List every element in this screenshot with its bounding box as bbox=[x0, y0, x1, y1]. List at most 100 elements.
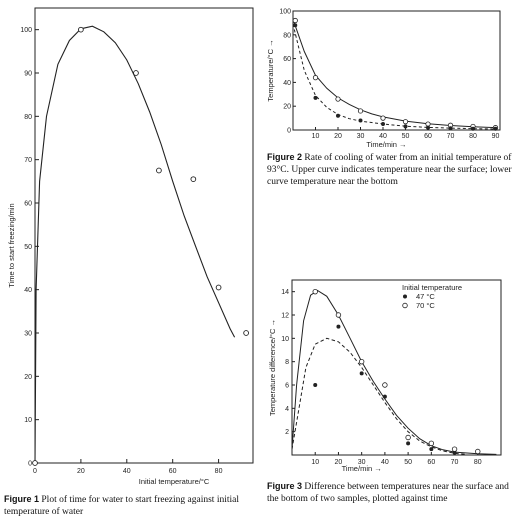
x-tick-label: 40 bbox=[123, 468, 131, 475]
bottom-data-point bbox=[358, 118, 363, 123]
series-70-point bbox=[358, 358, 365, 365]
legend-title: Initial temperature bbox=[402, 283, 462, 292]
x-tick-label: 80 bbox=[469, 133, 477, 140]
y-tick-label: 90 bbox=[24, 71, 32, 78]
y-tick-label: 20 bbox=[24, 374, 32, 381]
series-70-point bbox=[405, 434, 411, 441]
x-tick-label: 60 bbox=[169, 468, 177, 475]
figure-1-caption: Figure 1 Plot of time for water to start… bbox=[4, 493, 264, 518]
x-tick-label: 70 bbox=[447, 133, 455, 140]
bottom-data-point bbox=[293, 23, 298, 28]
y-axis-label: Time to start freezing/min bbox=[7, 203, 16, 287]
y-tick-label: 100 bbox=[279, 9, 291, 16]
series-70-point bbox=[451, 446, 458, 452]
bottom-data-point bbox=[493, 126, 498, 131]
y-tick-label: 0 bbox=[28, 461, 32, 468]
x-tick-label: 50 bbox=[404, 459, 412, 466]
y-tick-label: 60 bbox=[283, 56, 291, 63]
x-tick-label: 80 bbox=[474, 459, 482, 466]
bottom-data-point bbox=[425, 125, 430, 130]
series-70-curve bbox=[291, 289, 497, 455]
figure-2-caption-label: Figure 2 bbox=[267, 152, 303, 162]
data-point bbox=[190, 176, 197, 183]
x-tick-label: 40 bbox=[379, 133, 387, 140]
bottom-data-point bbox=[448, 126, 453, 131]
bottom-curve bbox=[292, 23, 496, 130]
bottom-data-point bbox=[403, 124, 408, 129]
y-tick-label: 0 bbox=[287, 128, 291, 135]
figure-3-caption-label: Figure 3 bbox=[267, 481, 303, 491]
bottom-data-point bbox=[380, 122, 385, 127]
x-axis-label: Initial temperature/°C bbox=[139, 477, 210, 486]
x-tick-label: 60 bbox=[424, 133, 432, 140]
series-47-point bbox=[406, 441, 411, 446]
surface-curve bbox=[292, 19, 496, 129]
data-point bbox=[32, 460, 38, 466]
x-tick-label: 20 bbox=[77, 468, 85, 475]
figure-1-caption-label: Figure 1 bbox=[4, 494, 40, 504]
x-tick-label: 60 bbox=[427, 459, 435, 466]
y-tick-label: 80 bbox=[24, 114, 32, 121]
y-axis-label: Temperature/°C → bbox=[266, 39, 275, 101]
data-point bbox=[156, 167, 162, 174]
series-70-point bbox=[475, 448, 481, 455]
surface-data-point bbox=[335, 96, 341, 102]
y-tick-label: 12 bbox=[281, 313, 289, 320]
legend-label: 70 °C bbox=[416, 301, 435, 310]
surface-data-point bbox=[425, 121, 431, 127]
legend-marker bbox=[402, 302, 408, 309]
figure-2-caption-text: Rate of cooling of water from an initial… bbox=[267, 153, 512, 187]
y-tick-label: 70 bbox=[24, 157, 32, 164]
series-47-point bbox=[313, 382, 318, 387]
y-axis-label: Temperature difference/°C → bbox=[268, 319, 277, 416]
y-tick-label: 8 bbox=[285, 359, 289, 366]
x-tick-label: 0 bbox=[33, 468, 37, 475]
x-tick-label: 80 bbox=[215, 468, 223, 475]
figure-3-caption: Figure 3 Difference between temperatures… bbox=[267, 480, 513, 505]
y-tick-label: 20 bbox=[283, 104, 291, 111]
x-tick-label: 10 bbox=[312, 133, 320, 140]
x-tick-label: 90 bbox=[492, 133, 500, 140]
y-tick-label: 2 bbox=[285, 429, 289, 436]
figure-3-frame bbox=[291, 279, 502, 456]
series-47-point bbox=[336, 324, 341, 329]
y-tick-label: 60 bbox=[24, 201, 32, 208]
x-tick-label: 50 bbox=[402, 133, 410, 140]
y-tick-label: 80 bbox=[283, 32, 291, 39]
figure-1-chart: 0 20 40 60 80 0 10 20 30 40 50 60 70 80 90 100 Initial t… bbox=[7, 7, 254, 486]
surface-data-point bbox=[292, 17, 298, 24]
data-point bbox=[78, 26, 84, 33]
legend-marker bbox=[402, 294, 407, 299]
series-47-point bbox=[429, 447, 434, 452]
data-point bbox=[243, 330, 249, 336]
x-tick-label: 30 bbox=[358, 459, 366, 466]
series-70-point bbox=[335, 312, 342, 318]
surface-data-point bbox=[380, 115, 386, 121]
bottom-data-point bbox=[335, 113, 340, 118]
data-point bbox=[133, 70, 139, 76]
x-tick-label: 10 bbox=[311, 459, 319, 466]
y-tick-label: 14 bbox=[281, 289, 289, 296]
x-axis-label: Time/min → bbox=[342, 464, 382, 473]
series-47-point bbox=[359, 371, 364, 376]
y-tick-label: 40 bbox=[24, 287, 32, 294]
x-axis-label: Time/min → bbox=[366, 140, 406, 149]
x-tick-label: 70 bbox=[451, 459, 459, 466]
figure-2-caption: Figure 2 Rate of cooling of water from a… bbox=[267, 151, 513, 188]
y-tick-label: 40 bbox=[283, 80, 291, 87]
series-47-curve bbox=[291, 337, 467, 455]
y-tick-label: 10 bbox=[24, 417, 32, 424]
y-tick-label: 100 bbox=[20, 27, 32, 34]
surface-data-point bbox=[357, 108, 364, 114]
x-tick-label: 30 bbox=[357, 133, 365, 140]
y-tick-label: 6 bbox=[285, 383, 289, 390]
x-tick-label: 20 bbox=[334, 133, 342, 140]
y-tick-label: 10 bbox=[281, 336, 289, 343]
y-tick-label: 50 bbox=[24, 244, 32, 251]
fitted-curve bbox=[34, 25, 236, 464]
figure-3-chart: 10 20 30 40 50 60 70 80 2 4 6 8 10 12 14 Time/min → Temp… bbox=[268, 279, 502, 473]
bottom-data-point bbox=[470, 126, 475, 131]
surface-data-point bbox=[402, 119, 409, 125]
